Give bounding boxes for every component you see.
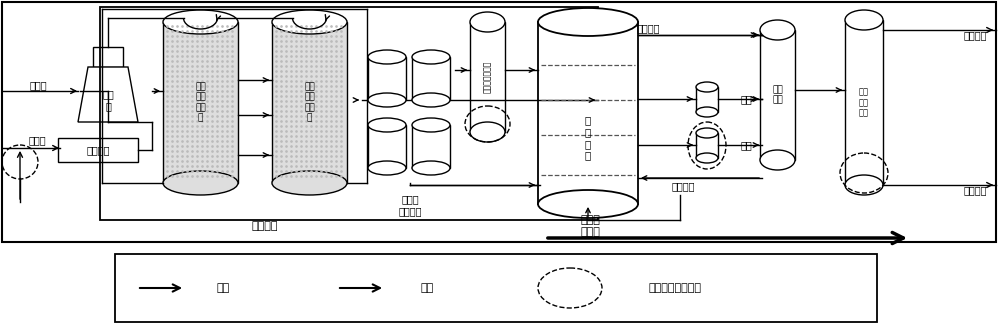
Text: 循环流程: 循环流程 [252, 221, 278, 231]
Text: 航燃: 航燃 [740, 94, 752, 105]
Ellipse shape [412, 118, 450, 132]
Ellipse shape [538, 190, 638, 218]
Text: 加氢
裂化
反应
器: 加氢 裂化 反应 器 [304, 82, 315, 123]
Ellipse shape [696, 128, 718, 138]
Bar [58, 138, 138, 162]
Bar [412, 57, 450, 100]
Ellipse shape [696, 82, 718, 92]
Bar [368, 57, 406, 100]
Text: 塔顶回流: 塔顶回流 [636, 23, 660, 33]
Bar [93, 47, 123, 67]
Ellipse shape [760, 150, 795, 170]
Text: 换热系统: 换热系统 [86, 145, 110, 155]
Ellipse shape [845, 175, 883, 195]
Text: 柴油: 柴油 [740, 140, 752, 151]
Bar [760, 30, 795, 160]
Ellipse shape [272, 171, 347, 195]
Text: 轻石脑油: 轻石脑油 [963, 30, 987, 40]
Text: 一次通
过流程: 一次通 过流程 [580, 215, 600, 237]
Text: 石脑
油分
馏塔: 石脑 油分 馏塔 [859, 88, 869, 117]
Bar [272, 22, 347, 183]
Bar [470, 22, 505, 132]
Text: 原料油: 原料油 [28, 135, 46, 145]
Ellipse shape [470, 122, 505, 142]
Bar [412, 125, 450, 168]
Ellipse shape [412, 50, 450, 64]
Text: 高低压
分离系统: 高低压 分离系统 [398, 194, 422, 216]
Ellipse shape [538, 8, 638, 36]
Ellipse shape [696, 153, 718, 163]
Bar [2, 2, 996, 242]
Text: 循环氢: 循环氢 [29, 80, 47, 90]
Text: 主
分
馏
塔: 主 分 馏 塔 [585, 115, 591, 160]
Ellipse shape [163, 10, 238, 34]
Bar [696, 87, 718, 112]
Ellipse shape [163, 171, 238, 195]
Text: 重石脑油: 重石脑油 [963, 185, 987, 195]
Text: 脱硫化氢汽提塔: 脱硫化氢汽提塔 [483, 61, 492, 93]
Ellipse shape [368, 50, 406, 64]
Ellipse shape [412, 93, 450, 107]
Ellipse shape [368, 161, 406, 175]
Ellipse shape [470, 12, 505, 32]
Bar [845, 20, 883, 185]
Bar [100, 7, 598, 220]
Polygon shape [78, 67, 138, 122]
Text: 氢流: 氢流 [216, 283, 230, 293]
Text: 物流: 物流 [420, 283, 434, 293]
Ellipse shape [412, 161, 450, 175]
Text: 加热
炉: 加热 炉 [102, 89, 114, 111]
Bar [163, 22, 238, 183]
Text: 中段回流: 中段回流 [671, 181, 695, 191]
Ellipse shape [368, 118, 406, 132]
Text: 时滞估计关键变量: 时滞估计关键变量 [648, 283, 702, 293]
Text: 脱丁
烷塔: 脱丁 烷塔 [772, 85, 783, 105]
Ellipse shape [760, 20, 795, 40]
Text: 加氢
精制
反应
器: 加氢 精制 反应 器 [195, 82, 206, 123]
Ellipse shape [272, 10, 347, 34]
Bar [115, 254, 877, 322]
Ellipse shape [845, 10, 883, 30]
Bar [696, 133, 718, 158]
Ellipse shape [696, 107, 718, 117]
Ellipse shape [368, 93, 406, 107]
Bar [538, 22, 638, 204]
Bar [368, 125, 406, 168]
